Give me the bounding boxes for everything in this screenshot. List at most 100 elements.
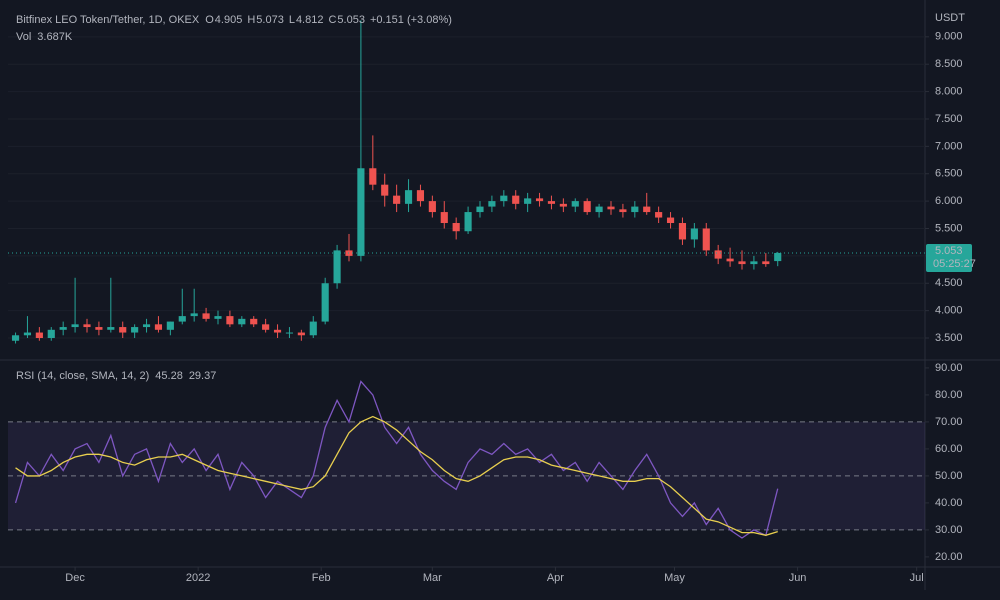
candle-body xyxy=(71,324,79,328)
ohlc-letter: H xyxy=(247,14,255,26)
candle-body xyxy=(166,321,174,330)
candle-body xyxy=(583,201,591,213)
candle-body xyxy=(571,201,579,207)
candle-body xyxy=(535,198,544,202)
candle-body xyxy=(369,168,377,185)
candle-body xyxy=(524,198,532,204)
candle-body xyxy=(393,195,401,204)
candle-body xyxy=(512,195,520,204)
candle-body xyxy=(666,217,675,224)
y-tick-label: 90.00 xyxy=(935,362,963,374)
y-tick-label: 6.000 xyxy=(935,195,963,207)
x-tick-label: May xyxy=(664,572,685,584)
x-tick-label: Jun xyxy=(789,572,807,584)
candle-body xyxy=(404,190,413,204)
candle-body xyxy=(238,318,246,325)
candle-body xyxy=(464,212,472,232)
last-price-box xyxy=(926,243,972,272)
candle-body xyxy=(357,168,365,256)
candle-body xyxy=(47,329,55,339)
chart-title: Bitfinex LEO Token/Tether, 1D, OKEX xyxy=(16,14,200,26)
y-tick-label: 6.500 xyxy=(935,168,963,180)
candle-body xyxy=(202,313,210,319)
y-tick-label: 8.000 xyxy=(935,85,963,97)
axis-unit: USDT xyxy=(935,12,965,24)
candle-body xyxy=(23,332,32,336)
series-line xyxy=(14,380,779,539)
candle-body xyxy=(762,261,770,265)
ohlc-value: 4.905 xyxy=(215,14,243,26)
ohlc-letter: C xyxy=(328,14,336,26)
candle-body xyxy=(178,316,186,322)
candle-body xyxy=(333,250,341,284)
ohlc-value: 5.053 xyxy=(337,14,365,26)
candle-body xyxy=(285,332,294,334)
candle-body xyxy=(273,329,282,333)
countdown: 05:25:27 xyxy=(933,258,976,270)
candle-body xyxy=(452,223,460,232)
ohlc-letter: O xyxy=(205,14,214,26)
candle-body xyxy=(678,223,687,240)
y-tick-label: 40.00 xyxy=(935,497,963,509)
candle-body xyxy=(428,201,436,213)
candle-body xyxy=(547,201,556,204)
candle-body xyxy=(250,318,258,325)
candle-body xyxy=(738,261,746,265)
x-tick-label: 2022 xyxy=(186,572,210,584)
volume-label: Vol xyxy=(16,31,31,43)
candle-body xyxy=(476,206,484,213)
candle-body xyxy=(750,261,758,265)
candle-body xyxy=(321,283,329,322)
candle-body xyxy=(595,206,603,213)
candle-body xyxy=(11,335,20,341)
y-tick-label: 20.00 xyxy=(935,551,963,563)
candle-body xyxy=(83,324,91,328)
candle-body xyxy=(226,316,234,325)
ohlc-value: 5.073 xyxy=(256,14,284,26)
ohlc-letter: L xyxy=(289,14,295,26)
y-tick-label: 4.500 xyxy=(935,277,963,289)
candle-body xyxy=(107,327,115,330)
candle-body xyxy=(119,327,127,333)
y-tick-label: 7.000 xyxy=(935,140,963,152)
y-tick-label: 70.00 xyxy=(935,416,963,428)
candle-body xyxy=(690,228,698,240)
candle-body xyxy=(607,206,615,210)
price-change: +0.151 (+3.08%) xyxy=(370,14,452,26)
candle-body xyxy=(702,228,710,251)
x-tick-label: Jul xyxy=(910,572,924,584)
x-tick-label: Apr xyxy=(547,572,564,584)
x-tick-label: Feb xyxy=(312,572,331,584)
candle-body xyxy=(619,209,627,213)
candle-body xyxy=(190,313,198,317)
candle-body xyxy=(440,212,448,224)
candle-body xyxy=(488,201,496,207)
y-tick-label: 5.500 xyxy=(935,222,963,234)
candle-body xyxy=(131,327,139,333)
candle-body xyxy=(416,190,425,202)
candle-body xyxy=(262,324,270,330)
candle-body xyxy=(297,332,305,336)
y-tick-label: 30.00 xyxy=(935,524,963,536)
candle-body xyxy=(500,195,508,202)
candle-body xyxy=(214,316,222,319)
candle-body xyxy=(142,324,151,328)
y-tick-label: 80.00 xyxy=(935,389,963,401)
volume-value: 3.687K xyxy=(37,31,73,43)
candle-body xyxy=(59,327,67,330)
candle-body xyxy=(714,250,722,259)
candle-body xyxy=(154,324,163,330)
candle-body xyxy=(643,206,651,213)
sma-value: 29.37 xyxy=(189,370,217,382)
y-tick-label: 8.500 xyxy=(935,58,963,70)
y-tick-label: 50.00 xyxy=(935,470,963,482)
candle-body xyxy=(655,212,663,218)
y-tick-label: 4.000 xyxy=(935,305,963,317)
last-price: 5.053 xyxy=(935,245,963,257)
x-tick-label: Mar xyxy=(423,572,442,584)
candle-body xyxy=(559,203,567,207)
ohlc-value: 4.812 xyxy=(296,14,324,26)
